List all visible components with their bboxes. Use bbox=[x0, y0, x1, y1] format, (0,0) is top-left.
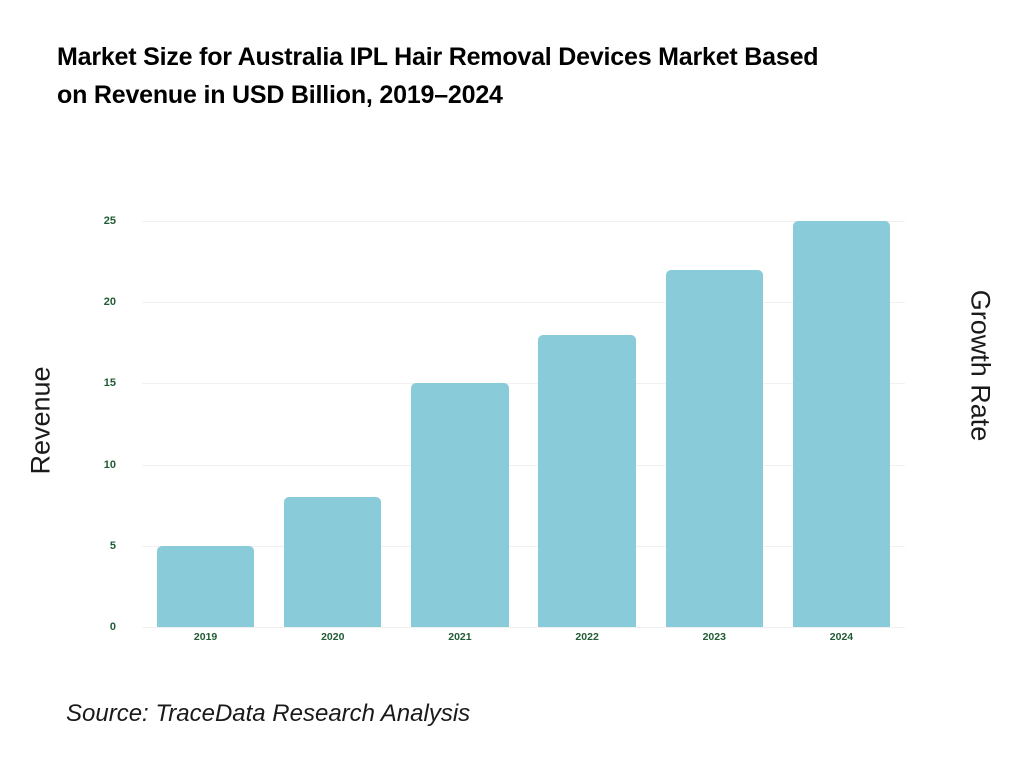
plot-area bbox=[142, 221, 905, 628]
x-axis-tick-label: 2021 bbox=[448, 631, 472, 643]
bar-2021[interactable] bbox=[411, 383, 509, 627]
y-axis-title-right-label: Growth Rate bbox=[965, 289, 996, 441]
y-axis-tick-labels: 0 5 10 15 20 25 bbox=[0, 0, 142, 768]
gridline bbox=[142, 221, 905, 222]
bar-2022[interactable] bbox=[538, 334, 636, 627]
bar-2024[interactable] bbox=[792, 221, 891, 627]
gridline bbox=[142, 545, 905, 547]
y-axis-title-right: Growth Rate bbox=[920, 0, 1024, 768]
bar-2020[interactable] bbox=[284, 497, 382, 627]
x-axis-tick-label: 2022 bbox=[575, 631, 599, 643]
y-axis-tick-label: 15 bbox=[103, 377, 116, 390]
y-axis-tick-label: 20 bbox=[103, 296, 116, 309]
bar-2019[interactable] bbox=[156, 545, 255, 627]
gridline bbox=[142, 383, 905, 385]
x-axis-tick-label: 2024 bbox=[829, 631, 854, 643]
x-axis-tick-label: 2023 bbox=[702, 631, 726, 643]
chart-title: Market Size for Australia IPL Hair Remov… bbox=[57, 43, 819, 109]
x-axis-tick-label: 2019 bbox=[193, 631, 218, 643]
x-axis-tick-label: 2020 bbox=[321, 631, 345, 643]
x-axis-tick-labels: 2019 2020 2021 2022 2023 2024 bbox=[142, 631, 905, 651]
source-note: Source: TraceData Research Analysis bbox=[66, 700, 471, 727]
y-axis-tick-label: 25 bbox=[103, 215, 116, 227]
gridline bbox=[142, 302, 905, 304]
gridline bbox=[142, 627, 905, 628]
y-axis-tick-label: 0 bbox=[109, 621, 116, 633]
gridline bbox=[142, 464, 905, 466]
bar-2023[interactable] bbox=[665, 269, 763, 627]
y-axis-tick-label: 5 bbox=[109, 539, 116, 552]
y-axis-tick-label: 10 bbox=[103, 458, 116, 471]
